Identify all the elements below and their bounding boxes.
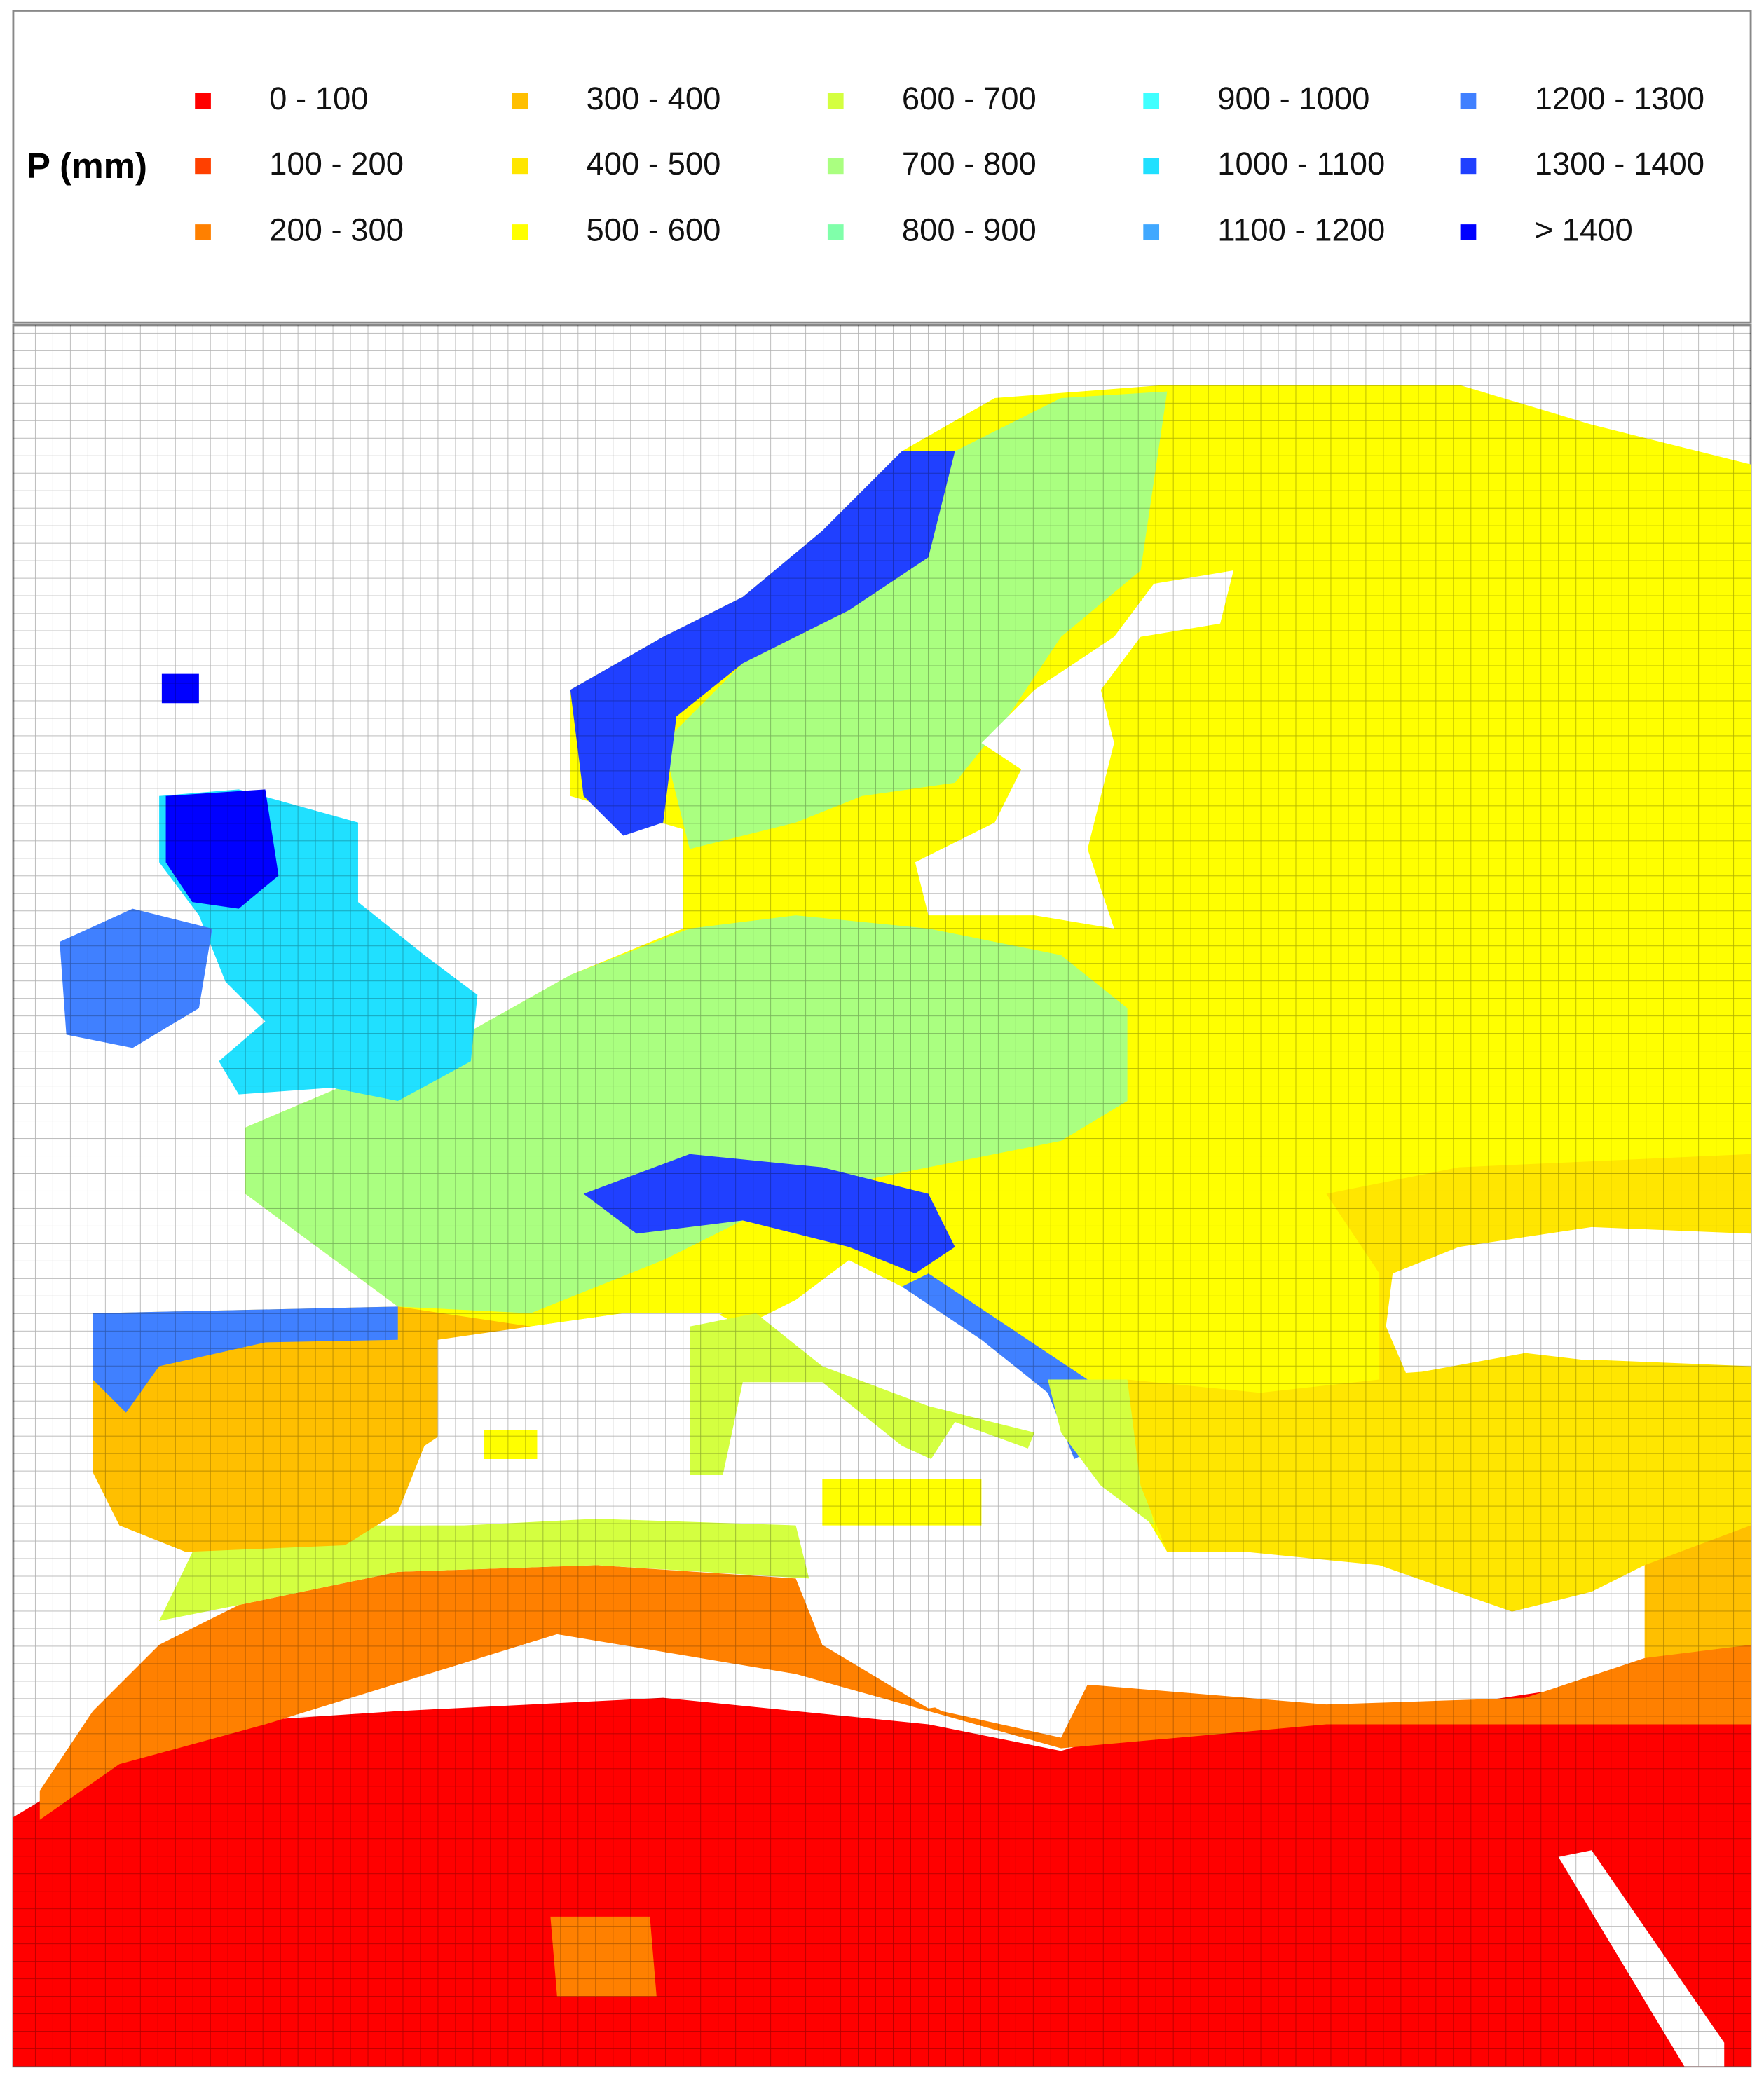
legend-swatch xyxy=(1460,93,1477,109)
legend-label: 600 - 700 xyxy=(902,81,1037,116)
legend-label: 1000 - 1100 xyxy=(1217,146,1385,182)
legend-swatch xyxy=(195,158,211,175)
legend-swatch xyxy=(1460,224,1477,240)
legend-label: 200 - 300 xyxy=(269,212,404,247)
legend: 0 - 100 100 - 200 200 - 300 300 - 400 400 - … xyxy=(195,81,1704,247)
legend-label: 0 - 100 xyxy=(269,81,368,116)
legend-label: 400 - 500 xyxy=(586,146,720,182)
grid-overlay xyxy=(13,324,1751,2067)
legend-label: 1100 - 1200 xyxy=(1217,212,1385,247)
legend-label: 1200 - 1300 xyxy=(1535,81,1704,116)
legend-swatch xyxy=(512,224,528,240)
legend-swatch xyxy=(1143,93,1160,109)
legend-label: 100 - 200 xyxy=(269,146,404,182)
legend-label: 500 - 600 xyxy=(586,212,720,247)
legend-label: 300 - 400 xyxy=(586,81,720,116)
legend-swatch xyxy=(827,93,844,109)
legend-swatch xyxy=(512,93,528,109)
legend-swatch xyxy=(827,224,844,240)
legend-swatch xyxy=(1460,158,1477,175)
legend-label: > 1400 xyxy=(1535,212,1633,247)
legend-label: 900 - 1000 xyxy=(1217,81,1369,116)
legend-label: 1300 - 1400 xyxy=(1535,146,1704,182)
legend-swatch xyxy=(195,93,211,109)
legend-swatch xyxy=(1143,224,1160,240)
legend-swatch xyxy=(827,158,844,175)
legend-title: P (mm) xyxy=(27,146,147,186)
legend-swatch xyxy=(512,158,528,175)
legend-swatch xyxy=(1143,158,1160,175)
legend-label: 700 - 800 xyxy=(902,146,1037,182)
legend-swatch xyxy=(195,224,211,240)
legend-label: 800 - 900 xyxy=(902,212,1037,247)
